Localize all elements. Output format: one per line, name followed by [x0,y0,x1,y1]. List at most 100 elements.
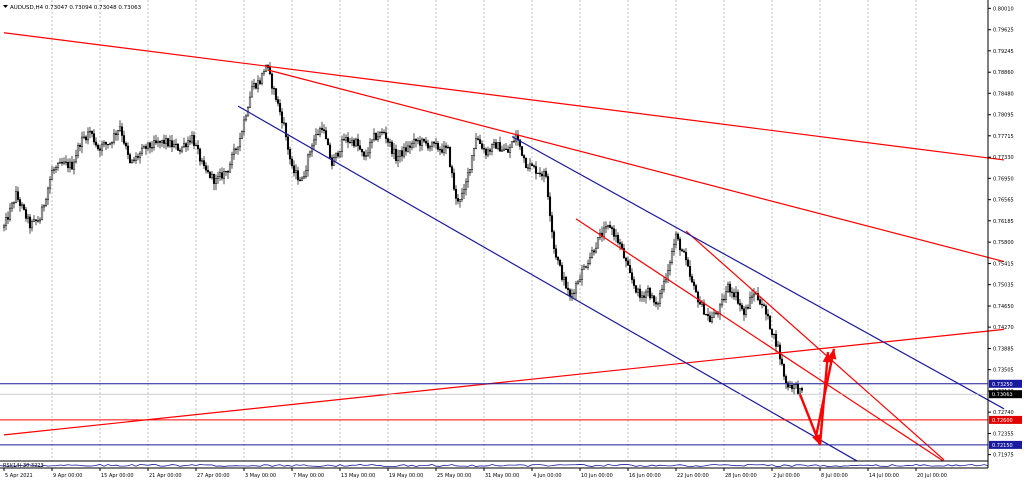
candle [316,129,320,136]
candle [644,289,648,304]
candle [36,216,40,223]
candle [764,304,768,321]
horizontal-levels[interactable]: 0.73250 0.73063 0.72600 0.72150 [0,379,1022,449]
candle [104,141,108,151]
candle [574,280,578,300]
candle [222,168,226,185]
candle [68,158,72,173]
candle [466,167,470,188]
candle [736,289,740,305]
candle [382,129,386,135]
candle [756,286,760,302]
candle [112,128,116,145]
candle [474,132,478,150]
rsi-line [0,463,989,467]
candle [56,161,60,171]
candle [726,281,730,293]
price-tick-label: 0.77330 [993,155,1014,161]
candle [18,197,22,212]
candle [200,157,204,165]
candle [230,151,234,169]
candle [44,197,48,208]
blue-trend-line[interactable] [511,136,1005,410]
candle [358,140,362,151]
candle [486,146,490,158]
candle [146,142,150,152]
candle [46,186,50,205]
candle [32,215,36,223]
candle [522,154,526,163]
candle [444,142,448,154]
red-trend-line[interactable] [3,32,1005,161]
indicator-label: RSI(14) 30.3223 [3,463,44,469]
candle [206,165,210,174]
price-axis[interactable]: 0.80010 0.79625 0.79245 0.78860 0.78480 0.780… [988,6,1014,459]
candle [78,143,82,152]
candle [464,178,468,196]
candle [204,162,208,174]
price-tick-label: 0.78860 [993,70,1014,76]
candle [70,155,74,170]
candle [14,186,18,204]
candle [252,78,256,90]
candle [292,160,296,177]
time-tick-label: 2 Jul 00:00 [773,473,800,479]
red-trend-line[interactable] [3,328,1005,436]
candle [212,173,216,191]
candle [470,155,474,173]
candle [10,201,14,213]
candle [456,194,460,205]
price-tick-label: 0.80010 [993,6,1014,12]
candle [710,311,714,324]
candle [260,72,264,86]
candle [450,164,454,178]
blue-trend-line[interactable] [237,105,859,463]
candle [434,138,438,149]
time-tick-label: 20 Jul 00:00 [917,473,947,479]
candle [340,135,344,158]
candle [152,135,156,151]
time-axis[interactable]: 5 Apr 2021 9 Apr 00:00 15 Apr 00:00 21 Apr … [3,468,947,479]
candle [488,147,492,156]
candle [348,138,352,144]
candle [586,259,590,270]
candle [588,252,592,266]
candle [64,155,68,166]
candle [50,165,54,180]
candle [336,150,340,159]
candle [118,120,122,133]
red-trend-line[interactable] [575,218,945,463]
candle [768,315,772,330]
candle [554,244,558,260]
candle [122,130,126,146]
candle [590,246,594,259]
candle [498,136,502,152]
candle [138,151,142,164]
candle [120,122,124,143]
trend-lines[interactable] [3,32,1005,463]
dropdown-triangle-icon[interactable] [3,5,8,8]
candle [660,284,664,299]
candle [692,278,696,290]
candle [536,172,540,174]
candle [674,231,678,249]
candle [720,293,724,308]
candle [236,146,240,155]
time-tick-label: 14 Jul 00:00 [869,473,899,479]
price-tick-label: 0.78095 [993,113,1014,119]
candle [624,256,628,268]
candle [460,187,464,203]
red-trend-line[interactable] [685,230,945,461]
candle [724,285,728,303]
candle [342,133,346,141]
candle [156,137,160,148]
candle [134,152,138,165]
candle [412,133,416,149]
red-trend-line[interactable] [267,69,1005,263]
candle [722,294,726,303]
candle [244,114,248,122]
candle [668,260,672,276]
candle [440,143,444,154]
